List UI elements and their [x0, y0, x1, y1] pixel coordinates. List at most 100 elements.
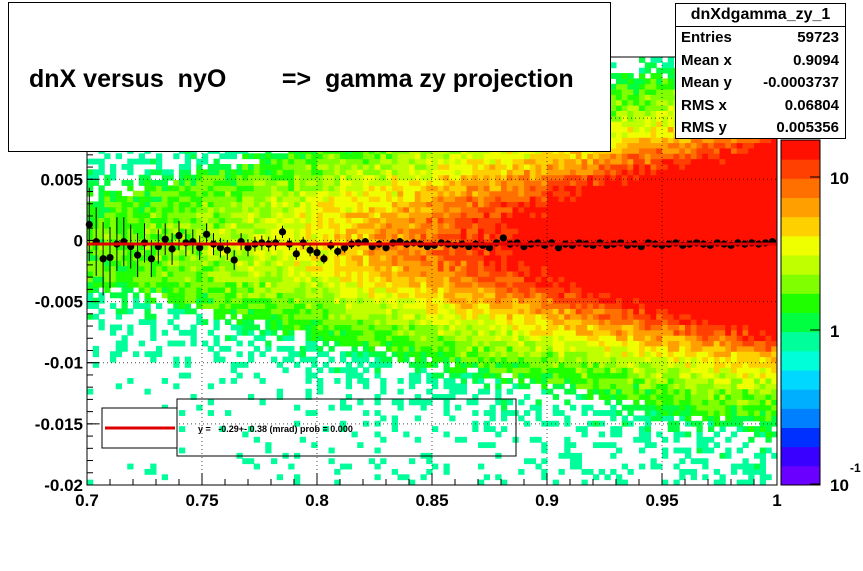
- heatmap-cell: [414, 303, 421, 309]
- heatmap-cell: [593, 292, 600, 299]
- heatmap-cell: [437, 287, 444, 293]
- heatmap-cell: [437, 212, 444, 218]
- heatmap-cell: [98, 201, 105, 208]
- heatmap-cell: [564, 185, 571, 192]
- heatmap-cell: [598, 388, 605, 395]
- heatmap-cell: [380, 383, 387, 390]
- heatmap-cell: [432, 180, 439, 186]
- heatmap-cell: [156, 276, 163, 283]
- heatmap-cell: [541, 180, 548, 186]
- heatmap-cell: [156, 233, 163, 240]
- heatmap-cell: [644, 340, 651, 347]
- heatmap-cell: [345, 180, 352, 186]
- heatmap-cell: [627, 121, 634, 128]
- heatmap-cell: [311, 228, 318, 235]
- heatmap-cell: [489, 329, 496, 336]
- heatmap-cell: [305, 324, 312, 331]
- heatmap-cell: [242, 196, 249, 202]
- heatmap-cell: [397, 185, 404, 192]
- heatmap-cell: [351, 340, 358, 347]
- heatmap-cell: [650, 121, 657, 128]
- heatmap-cell: [483, 190, 490, 197]
- heatmap-cell: [311, 372, 318, 379]
- heatmap-cell: [334, 222, 341, 229]
- heatmap-cell: [121, 308, 128, 315]
- heatmap-cell: [288, 265, 295, 272]
- heatmap-cell: [483, 169, 490, 176]
- heatmap-cell: [483, 297, 490, 304]
- heatmap-cell: [524, 287, 531, 293]
- heatmap-cell: [420, 244, 427, 251]
- heatmap-cell: [610, 115, 617, 122]
- heatmap-cell: [368, 201, 375, 208]
- heatmap-cell: [363, 169, 370, 176]
- heatmap-cell: [472, 426, 479, 432]
- heatmap-cell: [414, 271, 421, 277]
- heatmap-cell: [621, 463, 628, 470]
- heatmap-cell: [133, 292, 140, 299]
- heatmap-cell: [581, 164, 588, 170]
- heatmap-cell: [466, 196, 473, 202]
- heatmap-cell: [127, 217, 134, 224]
- heatmap-cell: [581, 196, 588, 202]
- heatmap-cell: [483, 367, 490, 374]
- heatmap-cell: [242, 254, 249, 261]
- heatmap-cell: [144, 190, 151, 197]
- heatmap-cell: [552, 319, 559, 325]
- heatmap-cell: [432, 281, 439, 288]
- heatmap-cell: [437, 313, 444, 320]
- heatmap-cell: [432, 324, 439, 331]
- heatmap-cell: [616, 319, 623, 325]
- heatmap-cell: [299, 345, 306, 352]
- heatmap-cell: [512, 222, 519, 229]
- heatmap-cell: [409, 313, 416, 320]
- heatmap-cell: [558, 351, 565, 358]
- heatmap-cell: [437, 217, 444, 224]
- heatmap-cell: [253, 254, 260, 261]
- heatmap-cell: [294, 281, 301, 288]
- heatmap-cell: [242, 164, 249, 170]
- heatmap-cell: [184, 222, 191, 229]
- heatmap-cell: [317, 297, 324, 304]
- heatmap-cell: [207, 249, 214, 256]
- heatmap-cell: [478, 153, 485, 160]
- heatmap-cell: [518, 153, 525, 160]
- heatmap-cell: [541, 212, 548, 218]
- heatmap-cell: [317, 287, 324, 293]
- heatmap-cell: [564, 287, 571, 293]
- heatmap-cell: [374, 222, 381, 229]
- heatmap-cell: [616, 388, 623, 395]
- heatmap-cell: [656, 142, 663, 149]
- heatmap-cell: [403, 431, 410, 438]
- heatmap-cell: [512, 276, 519, 283]
- heatmap-cell: [426, 351, 433, 358]
- heatmap-cell: [322, 319, 329, 325]
- heatmap-cell: [213, 287, 220, 293]
- heatmap-cell: [386, 196, 393, 202]
- heatmap-cell: [518, 361, 525, 368]
- heatmap-cell: [483, 340, 490, 347]
- heatmap-cell: [489, 356, 496, 363]
- heatmap-cell: [621, 99, 628, 106]
- heatmap-cell: [512, 329, 519, 336]
- heatmap-cell: [334, 335, 341, 342]
- heatmap-cell: [420, 308, 427, 315]
- heatmap-cell: [357, 442, 364, 449]
- heatmap-cell: [650, 174, 657, 181]
- heatmap-cell: [345, 228, 352, 235]
- heatmap-cell: [380, 436, 387, 443]
- heatmap-cell: [541, 442, 548, 449]
- heatmap-cell: [633, 394, 640, 400]
- heatmap-cell: [449, 276, 456, 283]
- heatmap-cell: [432, 383, 439, 390]
- heatmap-cell: [593, 351, 600, 358]
- heatmap-cell: [518, 180, 525, 186]
- heatmap-cell: [110, 206, 117, 213]
- heatmap-cell: [489, 313, 496, 320]
- heatmap-cell: [535, 404, 542, 411]
- heatmap-cell: [627, 287, 634, 293]
- heatmap-cell: [213, 319, 220, 325]
- heatmap-cell: [466, 206, 473, 213]
- heatmap-cell: [363, 271, 370, 277]
- heatmap-cell: [213, 297, 220, 304]
